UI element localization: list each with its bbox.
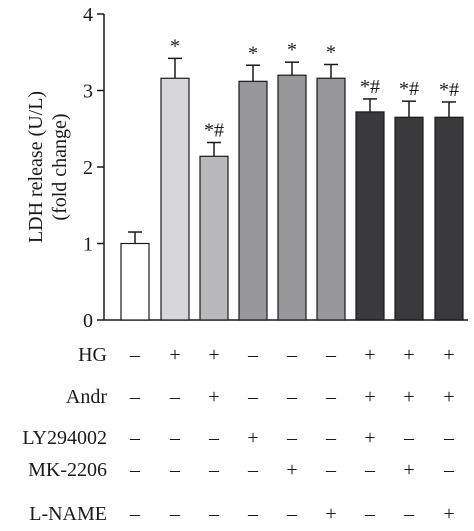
treatment-sign: – <box>286 503 298 525</box>
treatment-sign: – <box>169 503 181 525</box>
significance-mark: *# <box>399 78 419 100</box>
treatment-sign: + <box>403 459 414 481</box>
y-axis-title: LDH release (U/L) (fold change) <box>25 91 71 243</box>
y-tick-label: 3 <box>83 81 93 103</box>
treatment-sign: – <box>208 503 220 525</box>
significance-mark: *# <box>204 120 224 142</box>
treatment-sign: – <box>325 459 337 481</box>
significance-mark: * <box>248 42 258 64</box>
significance-mark: *# <box>360 76 380 98</box>
treatment-sign: – <box>443 459 455 481</box>
bars <box>120 74 464 321</box>
bar <box>160 77 190 321</box>
y-axis-title-line1: LDH release (U/L) <box>25 91 47 243</box>
significance-mark: * <box>287 39 297 61</box>
treatment-sign: – <box>129 427 141 449</box>
treatment-sign: + <box>443 344 454 366</box>
treatment-sign: + <box>208 344 219 366</box>
treatment-sign: – <box>247 459 259 481</box>
treatment-sign: + <box>364 427 375 449</box>
significance-marks: * *# * * * *# *# *# <box>170 35 459 141</box>
treatment-sign: + <box>325 503 336 525</box>
treatment-sign: – <box>364 503 376 525</box>
treatment-row-label: LY294002 <box>22 427 107 449</box>
treatment-sign: – <box>169 386 181 408</box>
treatment-sign: – <box>325 386 337 408</box>
treatment-sign: – <box>129 503 141 525</box>
bar <box>355 111 385 321</box>
treatment-sign: + <box>169 344 180 366</box>
treatment-sign: – <box>247 386 259 408</box>
y-ticks: 0 1 2 3 4 <box>83 4 104 332</box>
treatment-sign: + <box>403 344 414 366</box>
treatment-sign: – <box>247 344 259 366</box>
treatment-table: HG – + + – – – + + +Andr – – + – – – + + +LY294002– – – + – – + –… <box>22 344 455 525</box>
bar <box>394 116 424 321</box>
treatment-sign: – <box>129 344 141 366</box>
treatment-row-label: MK-2206 <box>28 459 107 481</box>
treatment-sign: – <box>208 427 220 449</box>
treatment-sign: – <box>169 459 181 481</box>
treatment-sign: – <box>208 459 220 481</box>
bar <box>120 242 150 321</box>
significance-mark: * <box>170 35 180 57</box>
treatment-sign: + <box>208 386 219 408</box>
error-bars <box>128 57 456 244</box>
treatment-sign: + <box>364 386 375 408</box>
treatment-sign: – <box>325 427 337 449</box>
treatment-sign: – <box>403 427 415 449</box>
treatment-sign: – <box>286 386 298 408</box>
treatment-row-label: HG <box>78 344 107 366</box>
treatment-sign: – <box>325 344 337 366</box>
treatment-sign: + <box>403 386 414 408</box>
y-tick-label: 0 <box>83 310 93 332</box>
significance-mark: *# <box>439 79 459 101</box>
y-tick-label: 1 <box>83 234 93 256</box>
treatment-sign: + <box>443 503 454 525</box>
bar <box>199 155 229 321</box>
bar <box>238 80 268 321</box>
treatment-row-label: Andr <box>66 386 107 408</box>
treatment-sign: + <box>286 459 297 481</box>
treatment-sign: – <box>403 503 415 525</box>
treatment-sign: + <box>443 386 454 408</box>
treatment-sign: – <box>286 427 298 449</box>
significance-mark: * <box>326 41 336 63</box>
treatment-sign: – <box>169 427 181 449</box>
treatment-sign: – <box>364 459 376 481</box>
treatment-sign: – <box>443 427 455 449</box>
bar <box>434 116 464 321</box>
y-axis-title-line2: (fold change) <box>49 113 71 220</box>
y-tick-label: 2 <box>83 157 93 179</box>
bar <box>316 77 346 321</box>
treatment-sign: – <box>286 344 298 366</box>
treatment-sign: + <box>247 427 258 449</box>
treatment-sign: – <box>129 386 141 408</box>
treatment-sign: – <box>129 459 141 481</box>
treatment-row-label: L-NAME <box>29 503 107 525</box>
treatment-sign: – <box>247 503 259 525</box>
treatment-sign: + <box>364 344 375 366</box>
bar <box>277 74 307 321</box>
y-tick-label: 4 <box>83 4 93 26</box>
